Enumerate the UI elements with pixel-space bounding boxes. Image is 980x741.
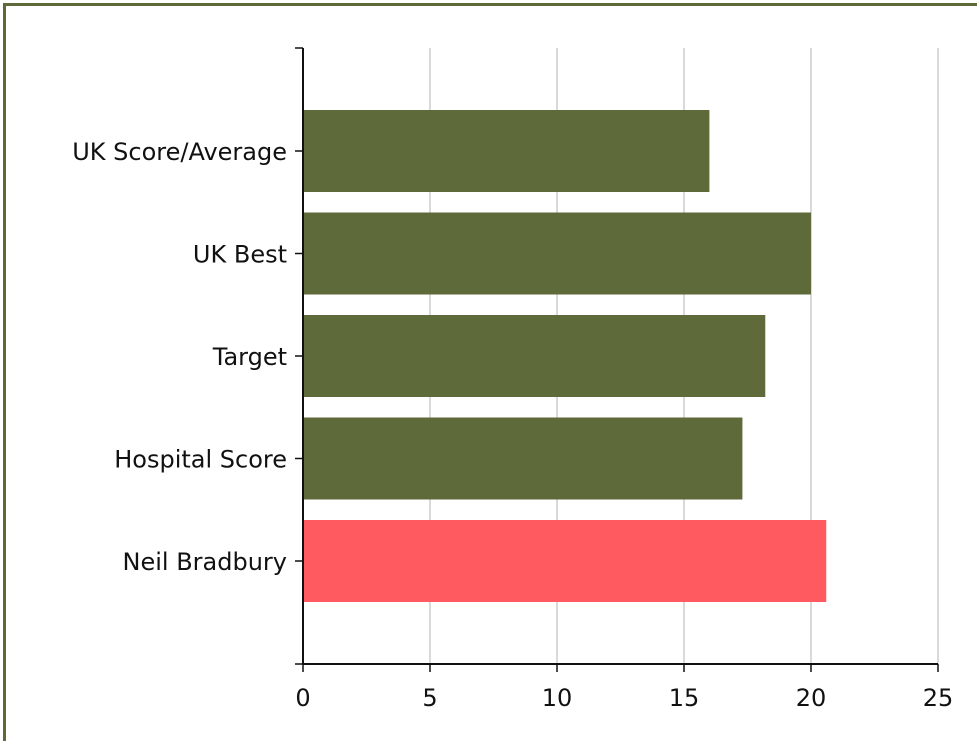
x-tick-label: 0 (295, 684, 310, 712)
category-label: Target (212, 343, 287, 371)
bar (303, 110, 710, 192)
x-tick-label: 10 (542, 684, 573, 712)
x-tick-label: 25 (923, 684, 954, 712)
category-label: Hospital Score (114, 446, 287, 474)
bars (303, 110, 827, 602)
bar (303, 315, 766, 397)
x-tick-label: 15 (669, 684, 700, 712)
category-label: UK Best (193, 241, 287, 269)
bar (303, 417, 743, 500)
category-label: UK Score/Average (72, 138, 287, 166)
x-tick-label: 5 (422, 684, 437, 712)
bar (303, 520, 827, 602)
x-ticks: 0 5 10 15 20 25 (295, 664, 953, 712)
bar (303, 212, 811, 295)
category-label: Neil Bradbury (123, 548, 287, 576)
x-tick-label: 20 (796, 684, 827, 712)
y-categories: UK Score/Average UK Best Target Hospital Sc… (72, 138, 303, 576)
